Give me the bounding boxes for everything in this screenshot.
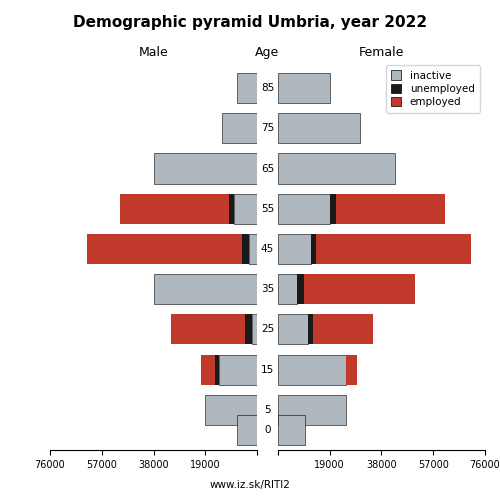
Bar <box>316 234 472 264</box>
Bar <box>234 194 257 224</box>
Bar <box>242 234 249 264</box>
Title: Male: Male <box>138 46 168 59</box>
Bar <box>154 154 257 184</box>
Bar <box>346 354 357 384</box>
Bar <box>252 314 257 344</box>
Bar <box>236 415 257 445</box>
Text: 25: 25 <box>261 324 274 334</box>
Bar <box>206 394 257 425</box>
Bar <box>245 314 252 344</box>
Bar <box>236 73 257 103</box>
Bar <box>278 114 359 144</box>
Bar <box>336 194 446 224</box>
Bar <box>278 73 330 103</box>
Bar <box>278 394 346 425</box>
Bar <box>228 194 234 224</box>
Legend: inactive, unemployed, employed: inactive, unemployed, employed <box>386 65 480 112</box>
Bar <box>172 314 245 344</box>
Text: Demographic pyramid Umbria, year 2022: Demographic pyramid Umbria, year 2022 <box>73 15 427 30</box>
Title: Age: Age <box>256 46 280 59</box>
Bar <box>278 354 346 384</box>
Bar <box>249 234 257 264</box>
Text: 15: 15 <box>261 364 274 374</box>
Bar <box>304 274 416 304</box>
Bar <box>87 234 242 264</box>
Text: 5: 5 <box>264 405 271 415</box>
Bar <box>310 234 316 264</box>
Bar <box>308 314 314 344</box>
Text: www.iz.sk/RITI2: www.iz.sk/RITI2 <box>210 480 290 490</box>
Bar <box>297 274 304 304</box>
Bar <box>278 234 310 264</box>
Bar <box>154 274 257 304</box>
Text: 85: 85 <box>261 83 274 93</box>
Text: 45: 45 <box>261 244 274 254</box>
Bar <box>278 415 305 445</box>
Bar <box>314 314 374 344</box>
Bar <box>278 194 330 224</box>
Bar <box>278 154 395 184</box>
Text: 0: 0 <box>264 425 271 435</box>
Text: 35: 35 <box>261 284 274 294</box>
Text: 55: 55 <box>261 204 274 214</box>
Bar <box>120 194 228 224</box>
Text: 65: 65 <box>261 164 274 173</box>
Bar <box>215 354 219 384</box>
Bar <box>202 354 215 384</box>
Bar <box>330 194 336 224</box>
Bar <box>222 114 257 144</box>
Title: Female: Female <box>358 46 404 59</box>
Bar <box>278 274 297 304</box>
Text: 75: 75 <box>261 124 274 134</box>
Bar <box>219 354 257 384</box>
Bar <box>278 314 308 344</box>
